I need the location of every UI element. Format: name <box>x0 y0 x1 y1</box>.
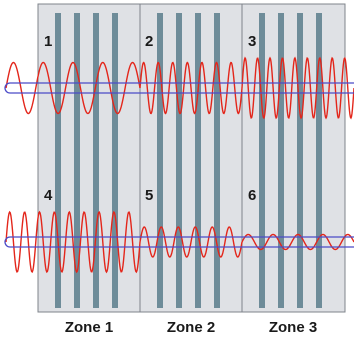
wave-panel-2 <box>139 61 243 115</box>
bar-4 <box>112 13 118 308</box>
wave-panel-3 <box>241 56 354 120</box>
bar-6 <box>176 13 182 308</box>
zone-3-label: Zone 3 <box>269 319 317 336</box>
bar-1 <box>55 13 61 308</box>
wave-panel-5 <box>139 226 243 258</box>
panel-number-5: 5 <box>145 187 153 204</box>
vertical-bars <box>55 13 322 308</box>
panel-number-6: 6 <box>248 187 256 204</box>
wave-panel-4 <box>5 210 141 274</box>
panel-number-3: 3 <box>248 33 256 50</box>
wave-panel-1 <box>5 61 141 115</box>
wave-panel-6 <box>241 233 354 251</box>
bar-2 <box>74 13 80 308</box>
bar-9 <box>259 13 265 308</box>
panel-number-4: 4 <box>44 187 53 204</box>
zone-1-panel <box>37 3 141 313</box>
zone-2-label: Zone 2 <box>167 319 215 336</box>
bar-3 <box>93 13 99 308</box>
bar-5 <box>157 13 163 308</box>
guide-lines <box>4 82 354 248</box>
panel-number-1: 1 <box>44 33 52 50</box>
bar-10 <box>278 13 284 308</box>
bar-8 <box>214 13 220 308</box>
panel-number-2: 2 <box>145 33 153 50</box>
guide-line-2 <box>4 236 354 248</box>
guide-line-1 <box>4 82 354 94</box>
bar-11 <box>297 13 303 308</box>
zone-3-panel <box>241 3 346 313</box>
waves <box>5 56 354 274</box>
zone-2-panel <box>139 3 243 313</box>
bar-7 <box>195 13 201 308</box>
bar-12 <box>316 13 322 308</box>
zone-1-label: Zone 1 <box>65 319 113 336</box>
